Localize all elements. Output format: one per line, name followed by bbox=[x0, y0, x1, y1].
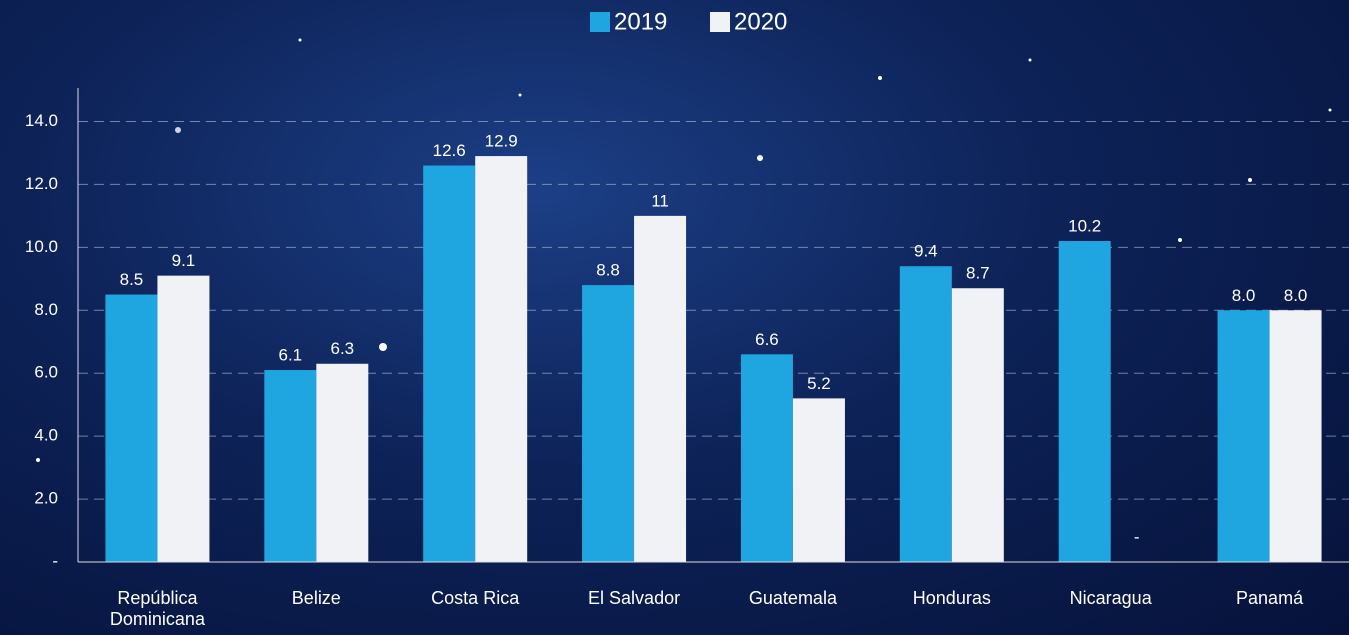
value-label: 6.3 bbox=[330, 339, 354, 358]
bar bbox=[634, 215, 687, 562]
x-tick-label: Honduras bbox=[912, 588, 991, 608]
value-label: 12.9 bbox=[485, 132, 518, 151]
bar bbox=[157, 275, 210, 562]
bar bbox=[899, 266, 952, 562]
x-tick-label: Panamá bbox=[1236, 588, 1304, 608]
x-tick-label: República Dominicana bbox=[109, 588, 205, 629]
y-tick-label: 2.0 bbox=[34, 489, 58, 508]
bar bbox=[1269, 310, 1322, 562]
bar bbox=[264, 370, 317, 562]
legend-label: 2019 bbox=[614, 8, 667, 35]
bar bbox=[740, 354, 793, 562]
y-tick-label: 8.0 bbox=[34, 300, 58, 319]
value-label: 6.1 bbox=[278, 346, 302, 365]
legend-swatch bbox=[590, 12, 610, 32]
bar bbox=[475, 156, 528, 562]
value-label: 8.0 bbox=[1284, 286, 1308, 305]
value-label: 10.2 bbox=[1068, 217, 1101, 236]
value-label: 12.6 bbox=[433, 141, 466, 160]
value-label: 11 bbox=[651, 191, 669, 210]
bar bbox=[582, 285, 635, 562]
value-label: 8.0 bbox=[1232, 286, 1256, 305]
bar bbox=[105, 294, 158, 562]
x-tick-label: Belize bbox=[291, 588, 341, 608]
value-label: 8.5 bbox=[120, 270, 144, 289]
x-tick-label: Costa Rica bbox=[431, 588, 520, 608]
x-tick-label: El Salvador bbox=[588, 588, 681, 608]
value-label: - bbox=[1134, 527, 1140, 546]
bar bbox=[423, 165, 476, 562]
y-tick-label: - bbox=[52, 551, 58, 570]
y-tick-label: 14.0 bbox=[25, 111, 58, 130]
value-label: 8.8 bbox=[596, 261, 620, 280]
value-label: 9.1 bbox=[172, 251, 196, 270]
bar bbox=[792, 398, 845, 562]
x-tick-label: Nicaragua bbox=[1069, 588, 1152, 608]
legend-label: 2020 bbox=[734, 8, 787, 35]
bar bbox=[316, 363, 369, 562]
bar bbox=[1217, 310, 1270, 562]
value-label: 8.7 bbox=[966, 264, 990, 283]
stars bbox=[36, 38, 1332, 462]
y-tick-label: 6.0 bbox=[34, 363, 58, 382]
y-tick-label: 12.0 bbox=[25, 174, 58, 193]
value-label: 6.6 bbox=[755, 330, 779, 349]
y-tick-label: 4.0 bbox=[34, 426, 58, 445]
legend-swatch bbox=[710, 12, 730, 32]
value-label: 9.4 bbox=[914, 242, 938, 261]
x-tick-label: Guatemala bbox=[748, 588, 837, 608]
bar bbox=[1058, 241, 1111, 563]
bar bbox=[951, 288, 1004, 562]
y-tick-label: 10.0 bbox=[25, 237, 58, 256]
value-label: 5.2 bbox=[807, 374, 831, 393]
